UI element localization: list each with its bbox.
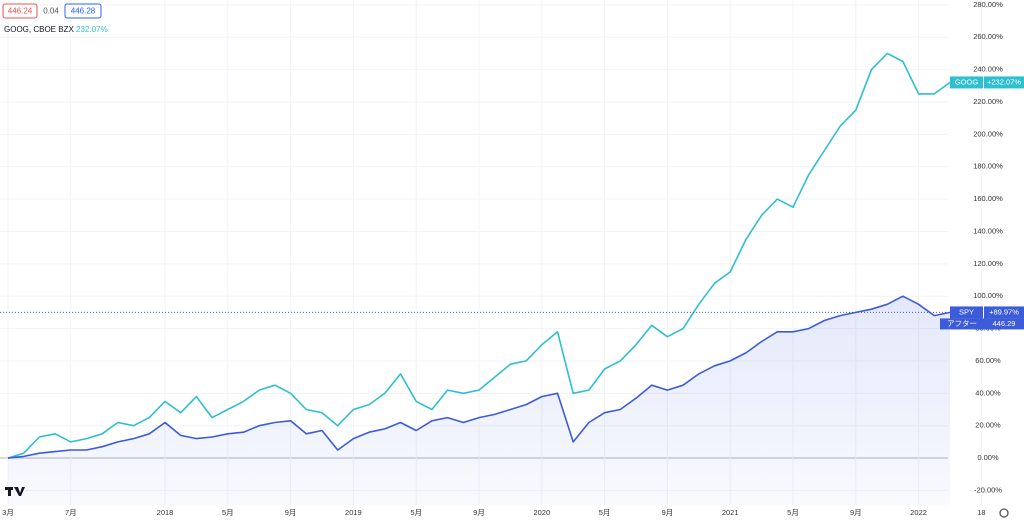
- x-tick-label: 2022: [910, 508, 927, 517]
- x-tick-label: 7月: [65, 508, 77, 517]
- bid: 446.24: [8, 7, 33, 16]
- area: [8, 296, 950, 505]
- y-tick-label: 160.00%: [973, 194, 1003, 203]
- x-tick-label: 2020: [533, 508, 550, 517]
- y-tick-label: 260.00%: [973, 32, 1003, 41]
- series-name: GOOG: [955, 77, 979, 86]
- y-tick-label: 180.00%: [973, 162, 1003, 171]
- ask-box: [64, 3, 102, 19]
- y-tick-label: 120.00%: [973, 259, 1003, 268]
- value-label: +232.07%: [987, 77, 1021, 86]
- y-tick-label: 140.00%: [973, 226, 1003, 235]
- x-tick-label: 9月: [850, 508, 862, 517]
- x-tick-label: 18: [977, 508, 985, 517]
- series-name-box: [950, 306, 983, 319]
- x-tick-label: 5月: [787, 508, 799, 517]
- extended-box: [940, 318, 1024, 330]
- value-label: +89.97%: [989, 307, 1019, 316]
- logo: [5, 487, 25, 496]
- x-tick-label: 9月: [662, 508, 674, 517]
- x-tick-label: 3月: [2, 508, 14, 517]
- y-tick-label: 40.00%: [975, 388, 1001, 397]
- x-tick-label: 5月: [410, 508, 422, 517]
- extended-label: アフター: [947, 319, 977, 328]
- x-tick-label: 9月: [473, 508, 485, 517]
- bid-box: [2, 3, 38, 19]
- y-tick-label: 20.00%: [975, 421, 1001, 430]
- y-tick-label: 60.00%: [975, 356, 1001, 365]
- x-tick-label: 2021: [722, 508, 739, 517]
- line: [7, 52, 951, 459]
- grid: [0, 0, 982, 505]
- settings-icon[interactable]: [999, 508, 1009, 518]
- series-name: SPY: [959, 307, 974, 316]
- y-tick-label: 280.00%: [973, 0, 1003, 9]
- header-change: 232.07%: [76, 25, 108, 34]
- ask: 446.28: [71, 7, 96, 16]
- x-tick-label: 9月: [285, 508, 297, 517]
- series-name-box: [950, 76, 983, 89]
- value-label-box: [984, 76, 1024, 89]
- x-tick-label: 2018: [157, 508, 174, 517]
- y-tick-label: 220.00%: [973, 97, 1003, 106]
- spread: 0.04: [43, 7, 59, 16]
- x-tick-label: 5月: [222, 508, 234, 517]
- x-tick-label: 2019: [345, 508, 362, 517]
- plot: [0, 52, 951, 505]
- y-tick-label: 0.00%: [977, 453, 999, 462]
- y-tick-label: 100.00%: [973, 291, 1003, 300]
- y-tick-label: 200.00%: [973, 129, 1003, 138]
- symbol: GOOG, CBOE BZX: [4, 25, 74, 34]
- line: [7, 295, 951, 459]
- value-label-box: [984, 306, 1024, 319]
- x-tick-label: 5月: [599, 508, 611, 517]
- y-tick-label: 240.00%: [973, 65, 1003, 74]
- y-tick-label: -20.00%: [974, 485, 1002, 494]
- extended-price: 446.29: [993, 319, 1016, 328]
